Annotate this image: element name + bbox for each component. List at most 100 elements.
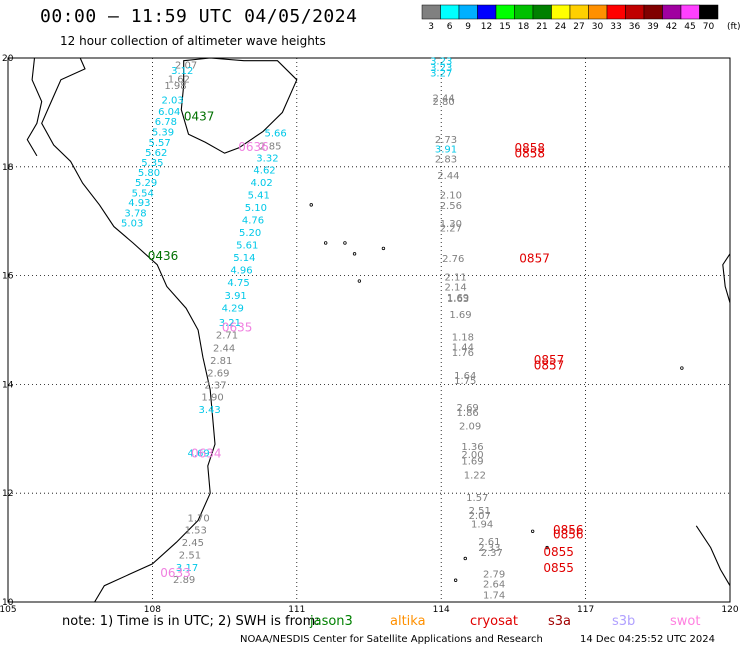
- page-subtitle: 12 hour collection of altimeter wave hei…: [60, 34, 326, 48]
- vietnam-coastline: [41, 57, 216, 603]
- wave-height-value: 1.74: [483, 590, 505, 601]
- wave-height-value: 4.29: [222, 304, 244, 315]
- pass-time-label: 0633: [160, 566, 191, 580]
- satellite-name-altika: altika: [390, 614, 426, 629]
- hainan-island: [180, 57, 298, 154]
- color-scale-label: 39: [647, 22, 659, 32]
- color-scale-label: 45: [684, 22, 696, 32]
- wave-height-value: 1.30: [440, 219, 462, 230]
- wave-height-value: 1.64: [454, 371, 476, 382]
- wave-height-value: 2.33: [478, 543, 500, 554]
- wave-height-value: 4.02: [251, 178, 273, 189]
- color-scale-label: 15: [499, 22, 511, 32]
- island-marker: [545, 545, 549, 550]
- wave-height-value: 2.89: [173, 575, 195, 586]
- gulf-of-tonkin-west-coast: [26, 57, 43, 157]
- wave-height-value: 5.03: [121, 218, 143, 229]
- wave-height-value: 2.44: [213, 343, 235, 354]
- wave-height-value: 2.51: [469, 506, 491, 517]
- wave-height-value: 3.21: [219, 318, 241, 329]
- wave-height-value: 1.70: [187, 514, 209, 525]
- wave-height-value: 4.62: [253, 166, 275, 177]
- wave-height-value: 1.75: [454, 376, 476, 387]
- color-scale-label: 6: [446, 22, 453, 32]
- satellite-name-jason3: jason3: [310, 614, 353, 629]
- wave-height-value: 2.83: [435, 155, 457, 166]
- wave-height-value: 5.20: [239, 228, 261, 239]
- wave-height-value: 6.04: [158, 107, 180, 118]
- wave-height-value: 1.69: [449, 310, 471, 321]
- wave-height-value: 2.51: [179, 551, 201, 562]
- island-marker: [309, 203, 313, 207]
- wave-height-value: 3.27: [430, 69, 452, 80]
- wave-height-value: 2.76: [442, 254, 464, 265]
- wave-height-value: 2.73: [435, 135, 457, 146]
- wave-height-value: 2.56: [440, 201, 462, 212]
- wave-height-value: 5.54: [132, 188, 154, 199]
- island-marker: [352, 252, 357, 256]
- island-marker: [381, 246, 386, 251]
- color-scale-label: 21: [536, 22, 548, 32]
- satellite-name-s3a: s3a: [548, 614, 572, 629]
- wave-height-value: 4.93: [128, 198, 150, 209]
- wave-height-value: 1.44: [452, 342, 474, 353]
- wave-height-value: 5.29: [135, 178, 157, 189]
- wave-height-value: 5.80: [138, 168, 160, 179]
- color-scale-label: 30: [591, 22, 604, 32]
- island-marker: [357, 279, 362, 283]
- wave-height-value: 2.71: [216, 330, 238, 341]
- footer-credit: NOAA/NESDIS Center for Satellite Applica…: [240, 634, 543, 645]
- wave-height-value: 2.69: [207, 368, 229, 379]
- wave-height-value: 5.41: [248, 191, 270, 202]
- pass-time-label: 0857: [534, 358, 565, 372]
- pass-time-label: 0856: [553, 523, 584, 537]
- color-scale-swatch: [699, 4, 719, 20]
- longitude-tick-label: 105: [0, 605, 17, 615]
- color-scale-label: 27: [573, 22, 585, 32]
- wave-height-value: 2.14: [445, 282, 467, 293]
- latitude-tick-label: 14: [2, 380, 14, 390]
- island-marker: [453, 578, 458, 582]
- wave-height-value: 2.03: [161, 95, 183, 106]
- footer-timestamp: 14 Dec 04:25:52 UTC 2024: [580, 634, 715, 645]
- wave-height-value: 4.76: [242, 216, 264, 227]
- pass-time-label: 0858: [514, 141, 545, 155]
- longitude-tick-label: 114: [433, 605, 450, 615]
- wave-height-value: 2.64: [483, 580, 505, 591]
- wave-height-value: 1.22: [464, 471, 486, 482]
- wave-height-value: 3.43: [199, 405, 221, 416]
- color-scale-bar: [421, 4, 719, 20]
- wave-height-value: 3.17: [176, 563, 198, 574]
- wave-height-value: 2.80: [432, 97, 454, 108]
- wave-height-value: 5.14: [233, 253, 255, 264]
- wave-height-value: 1.63: [447, 294, 469, 305]
- wave-height-value: 1.62: [168, 75, 190, 86]
- latitude-tick-label: 20: [2, 54, 14, 64]
- wave-height-value: 2.44: [432, 94, 454, 105]
- wave-height-value: 2.07: [175, 61, 197, 72]
- wave-height-value: 2.07: [469, 511, 491, 522]
- wave-height-value: 5.66: [264, 129, 286, 140]
- island-marker: [343, 241, 347, 245]
- wave-height-value: 2.45: [182, 538, 204, 549]
- page-title: 00:00 – 11:59 UTC 04/05/2024: [40, 6, 358, 27]
- wave-height-value: 5.62: [145, 148, 167, 159]
- wave-height-value: 4.75: [227, 278, 249, 289]
- pass-time-label: 0437: [184, 110, 215, 124]
- satellite-name-swot: swot: [670, 614, 701, 629]
- wave-height-value: 1.98: [164, 81, 186, 92]
- wave-height-value: 3.78: [124, 208, 146, 219]
- wave-height-value: 2.27: [440, 224, 462, 235]
- pass-time-label: 0857: [519, 252, 550, 266]
- wave-height-value: 1.53: [185, 526, 207, 537]
- wave-height-value: 2.61: [478, 537, 500, 548]
- luzon-coastline: [722, 253, 731, 303]
- wave-height-value: 5.39: [152, 127, 174, 138]
- wave-height-value: 2.69: [457, 403, 479, 414]
- wave-height-value: 3.91: [225, 291, 247, 302]
- color-scale-label: 3: [428, 22, 434, 32]
- color-scale-label: 12: [480, 22, 493, 32]
- color-scale-label: 9: [465, 22, 471, 32]
- island-marker: [323, 241, 328, 245]
